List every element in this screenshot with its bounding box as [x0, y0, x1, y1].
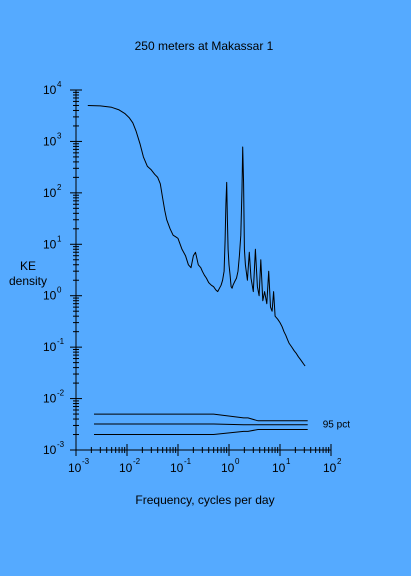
y-tick-label-exp: -3 [57, 440, 65, 449]
y-tick-label-base: 10 [43, 340, 57, 354]
axes [70, 89, 332, 456]
confidence-label: 95 pct [323, 420, 350, 431]
y-tick-label-base: 10 [43, 134, 57, 148]
y-tick-label-exp: 4 [57, 80, 62, 89]
confidence-band: 95 pct [94, 413, 350, 435]
x-tick-label-exp: -1 [184, 457, 192, 466]
y-tick-label-base: 10 [43, 186, 57, 200]
y-axis-label-line2: density [9, 274, 47, 288]
x-tick-label-exp: -3 [82, 457, 90, 466]
tick-labels: 10 410 310 210 110 010 -110 -210 -310 -3 10 -2 10 -1 1… [43, 80, 342, 475]
y-tick-label-base: 10 [43, 237, 57, 251]
y-tick-label-exp: -1 [57, 337, 65, 346]
chart-title: 250 meters at Makassar 1 [135, 39, 274, 53]
x-tick-label-base: 10 [119, 461, 133, 475]
x-tick-label-base: 10 [68, 461, 82, 475]
y-tick-label-base: 10 [43, 83, 57, 97]
x-tick-label-base: 10 [272, 461, 286, 475]
x-tick-label-exp: 2 [337, 457, 342, 466]
y-tick-label-base: 10 [43, 289, 57, 303]
confidence-middle-line [94, 423, 308, 426]
y-tick-label-exp: 2 [57, 183, 62, 192]
y-tick-label-exp: 0 [57, 286, 62, 295]
x-tick-label-base: 10 [323, 461, 337, 475]
spectrum-line [87, 105, 306, 367]
x-tick-label-exp: 0 [235, 457, 240, 466]
y-tick-label-base: 10 [43, 443, 57, 457]
series-layer [87, 105, 306, 367]
y-tick-label-base: 10 [43, 392, 57, 406]
confidence-lower-line [94, 429, 308, 435]
confidence-upper-line [94, 413, 308, 422]
y-tick-label-exp: -2 [57, 389, 65, 398]
y-axis-label-line1: KE [20, 259, 36, 273]
x-tick-label-exp: 1 [286, 457, 291, 466]
y-tick-label-exp: 3 [57, 131, 62, 140]
x-tick-label-base: 10 [221, 461, 235, 475]
x-tick-label-exp: -2 [133, 457, 141, 466]
y-tick-label-exp: 1 [57, 234, 62, 243]
x-axis-label: Frequency, cycles per day [135, 493, 274, 507]
x-tick-label-base: 10 [170, 461, 184, 475]
